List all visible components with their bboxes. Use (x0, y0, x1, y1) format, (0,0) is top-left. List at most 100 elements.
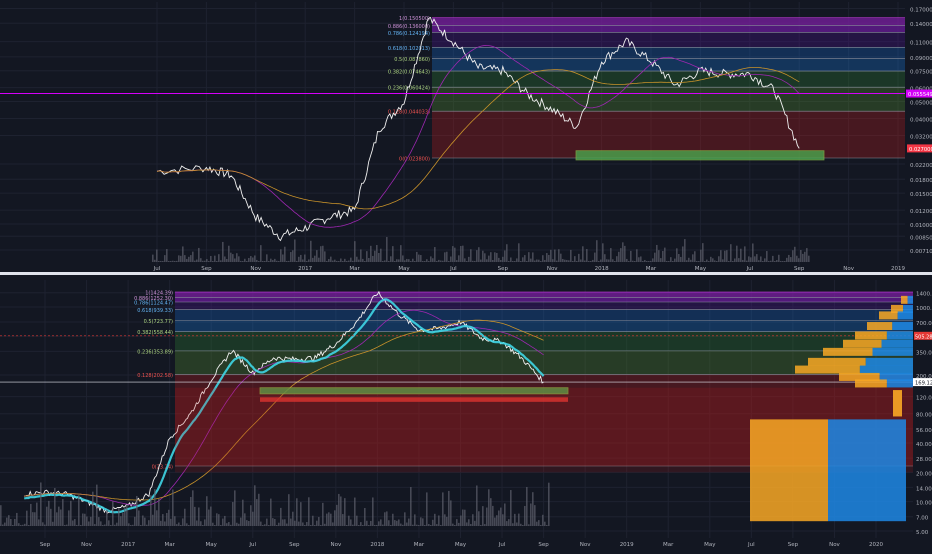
volume-bar (216, 513, 218, 526)
volume-bar (434, 247, 436, 262)
volume-bar (362, 258, 364, 262)
volume-bar (298, 256, 300, 262)
ma-purple-line (156, 45, 800, 228)
volume-bar (440, 260, 442, 262)
y-tick-label: 1400.00 (916, 292, 932, 298)
volume-bar (568, 260, 570, 262)
volume-bar (30, 503, 32, 526)
volume-bar (212, 261, 214, 262)
volume-bar (424, 261, 426, 262)
volume-bar (140, 525, 142, 526)
volume-bar (302, 259, 304, 262)
volume-bar (300, 254, 302, 262)
volume-bar (694, 251, 696, 262)
volume-bar (108, 520, 110, 526)
y-tick-label: 1000.00 (916, 306, 932, 312)
volume-bar (458, 522, 460, 526)
volume-bar (706, 259, 708, 262)
volume-bar (100, 521, 102, 526)
volume-bar (54, 488, 56, 526)
volume-bar (524, 505, 526, 526)
volume-bar (800, 250, 802, 262)
volume-bar (2, 524, 4, 526)
volume-bar (40, 482, 42, 526)
volume-bar (798, 258, 800, 262)
volume-bar (666, 261, 668, 262)
volume-bar (402, 524, 404, 526)
volume-bar (540, 261, 542, 262)
volume-bar (498, 510, 500, 526)
volume-bar (216, 261, 218, 262)
volume-bar (448, 490, 450, 526)
volume-bar (24, 523, 26, 526)
x-tick-label: 2019 (620, 542, 634, 548)
volume-bar (286, 261, 288, 262)
volume-bar (412, 258, 414, 262)
volume-bar (318, 517, 320, 526)
volume-bar (56, 512, 58, 526)
volume-bar (290, 518, 292, 526)
volume-bar (344, 498, 346, 526)
volume-bar (492, 505, 494, 526)
volume-bar (672, 261, 674, 262)
volume-bar (12, 525, 14, 526)
volume-bar (348, 515, 350, 526)
volume-bar (518, 243, 520, 262)
support-zone[interactable] (575, 150, 825, 161)
volume-bar (350, 519, 352, 526)
volume-bar (476, 250, 478, 262)
volume-bar (594, 252, 596, 262)
volume-bar (536, 259, 538, 262)
volume-bar (680, 256, 682, 262)
x-tick-label: Sep (498, 266, 509, 272)
x-tick-label: 2017 (121, 542, 135, 548)
y-tick-label: 7.00 (916, 516, 929, 522)
volume-bar (80, 525, 82, 526)
volume-bar (790, 257, 792, 262)
volume-bar (416, 251, 418, 262)
fib-label: 0.886(0.136000) (388, 24, 430, 30)
volume-bar (254, 255, 256, 262)
volume-bar (532, 252, 534, 262)
volume-bar (66, 524, 68, 526)
volume-bar (292, 250, 294, 262)
resistance-zone[interactable] (260, 397, 568, 402)
x-tick-label: Nov (330, 542, 341, 548)
volume-bar (28, 525, 30, 526)
volume-bar (730, 244, 732, 262)
fib-zone (432, 47, 905, 59)
volume-bar (38, 519, 40, 526)
volume-bar (334, 510, 336, 526)
volume-bar (224, 256, 226, 262)
support-zone[interactable] (259, 387, 569, 395)
volume-bar (434, 513, 436, 526)
current-price-badge (913, 378, 932, 387)
panel-divider[interactable] (0, 272, 932, 275)
volume-bar (166, 512, 168, 526)
volume-bar (258, 493, 260, 526)
volume-bar (482, 250, 484, 262)
volume-bar (586, 249, 588, 262)
volume-bar (468, 519, 470, 526)
volume-bar (650, 260, 652, 262)
volume-bar (224, 515, 226, 526)
volume-bar (184, 508, 186, 526)
volume-bar (640, 256, 642, 262)
volume-bar (20, 524, 22, 526)
volume-bar (360, 249, 362, 262)
volume-bar (0, 505, 2, 526)
volume-bar (112, 501, 114, 526)
volume-bar (178, 522, 180, 526)
volume-bar (408, 518, 410, 526)
volume-bar (536, 521, 538, 526)
volume-profile-bar (879, 372, 913, 381)
volume-bar (764, 258, 766, 262)
volume-bar (154, 259, 156, 262)
volume-bar (508, 519, 510, 526)
volume-bar (144, 517, 146, 526)
volume-bar (416, 524, 418, 526)
